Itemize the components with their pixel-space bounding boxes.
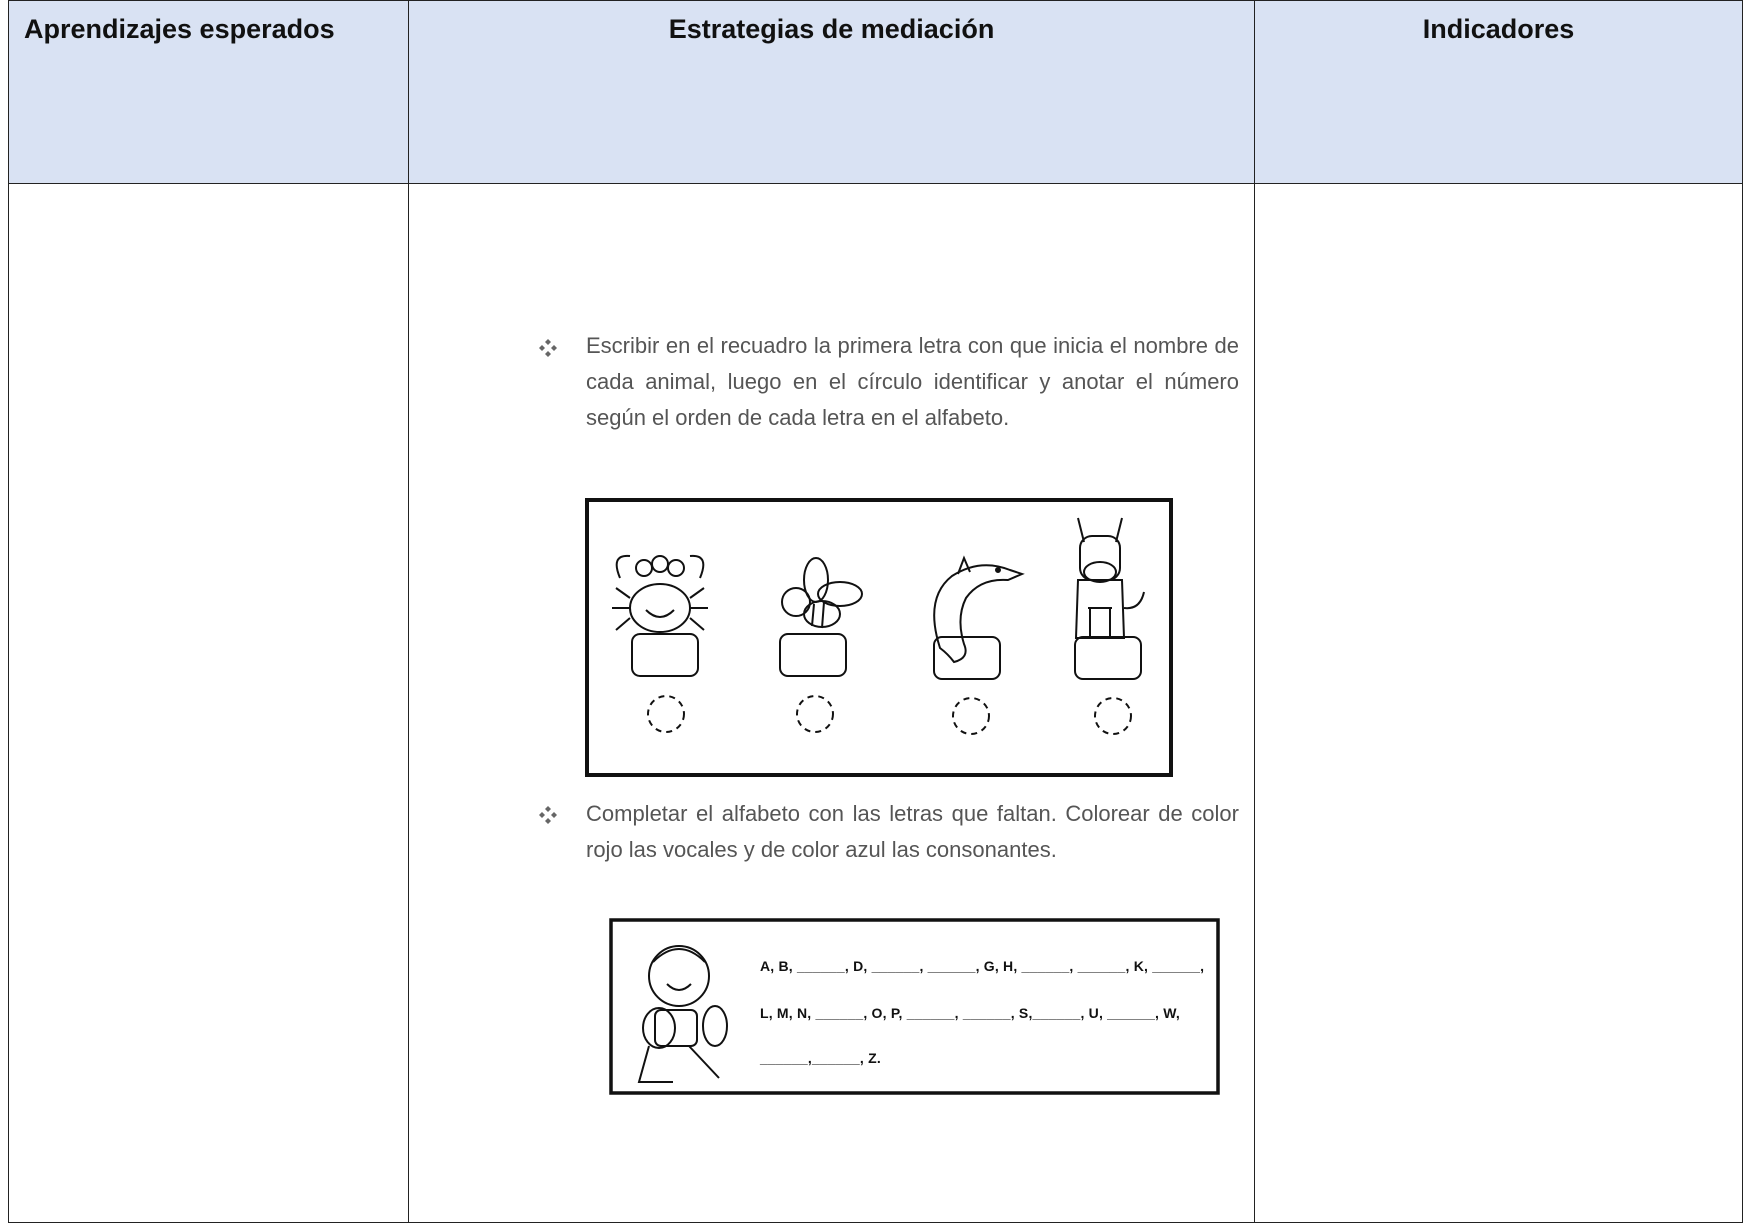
body-cell bbox=[1254, 183, 1743, 1223]
header-cell bbox=[408, 0, 1255, 184]
alphabet-line: L, M, N, ______, O, P, ______, ______, S… bbox=[760, 1005, 1180, 1021]
bullet-icon bbox=[539, 806, 557, 824]
header-cell bbox=[8, 0, 409, 184]
alphabet-line: ______,______, Z. bbox=[760, 1050, 881, 1066]
bullet-icon bbox=[539, 339, 557, 357]
activity-text: Escribir en el recuadro la primera letra… bbox=[586, 333, 1239, 430]
body-cell bbox=[8, 183, 409, 1223]
alphabet-line: A, B, ______, D, ______, ______, G, H, _… bbox=[760, 958, 1205, 974]
header-text: Indicadores bbox=[1422, 14, 1575, 44]
header-text: Estrategias de mediación bbox=[668, 14, 995, 44]
header-text: Aprendizajes esperados bbox=[24, 14, 335, 44]
activity-text: Completar el alfabeto con las letras que… bbox=[586, 801, 1239, 862]
animal-worksheet bbox=[585, 498, 1173, 777]
alphabet-worksheet bbox=[609, 918, 1220, 1095]
